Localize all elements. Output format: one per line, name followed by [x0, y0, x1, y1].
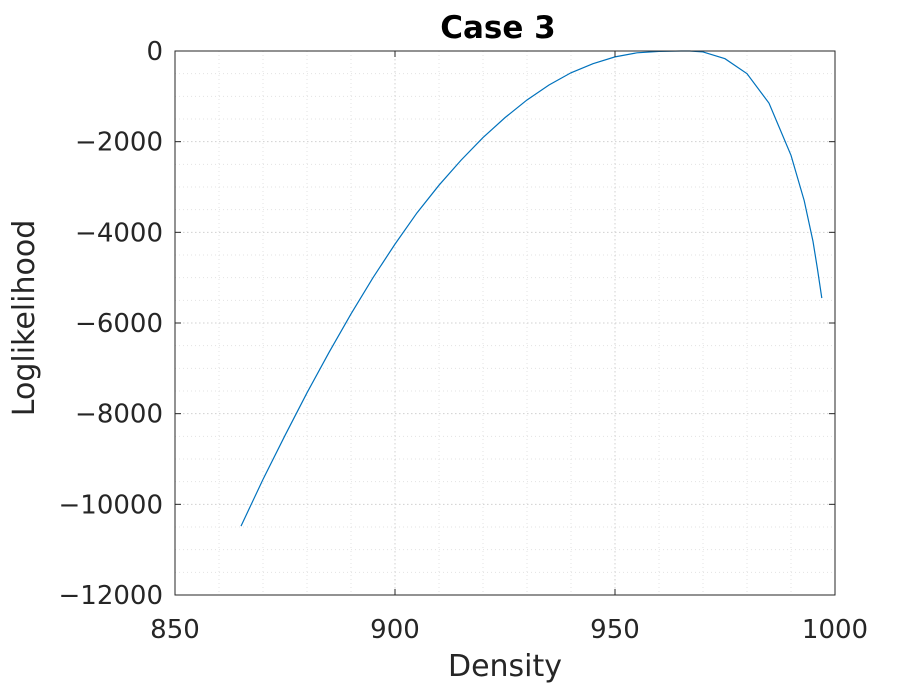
x-tick-label: 950 — [590, 615, 640, 645]
y-tick-label: −2000 — [75, 128, 163, 158]
y-tick-label: −12000 — [59, 581, 164, 611]
y-tick-labels: 0 −2000 −4000 −6000 −8000 −10000 −12000 — [59, 37, 164, 611]
y-tick-label: 0 — [146, 37, 163, 67]
axes-background — [175, 51, 835, 595]
series-layer — [240, 50, 823, 527]
y-tick-label: −10000 — [59, 490, 164, 520]
x-tick-label: 900 — [370, 615, 420, 645]
x-tick-labels: 850 900 950 1000 — [150, 615, 868, 645]
x-tick-label: 850 — [150, 615, 200, 645]
x-axis-label: Density — [448, 649, 562, 684]
y-axis-label: Loglikelihood — [7, 220, 42, 416]
series-line — [240, 50, 823, 527]
y-tick-label: −6000 — [75, 309, 163, 339]
chart-title: Case 3 — [440, 10, 556, 46]
y-tick-label: −4000 — [75, 218, 163, 248]
x-tick-label: 1000 — [802, 615, 868, 645]
y-tick-label: −8000 — [75, 400, 163, 430]
tick-marks — [174, 50, 836, 596]
